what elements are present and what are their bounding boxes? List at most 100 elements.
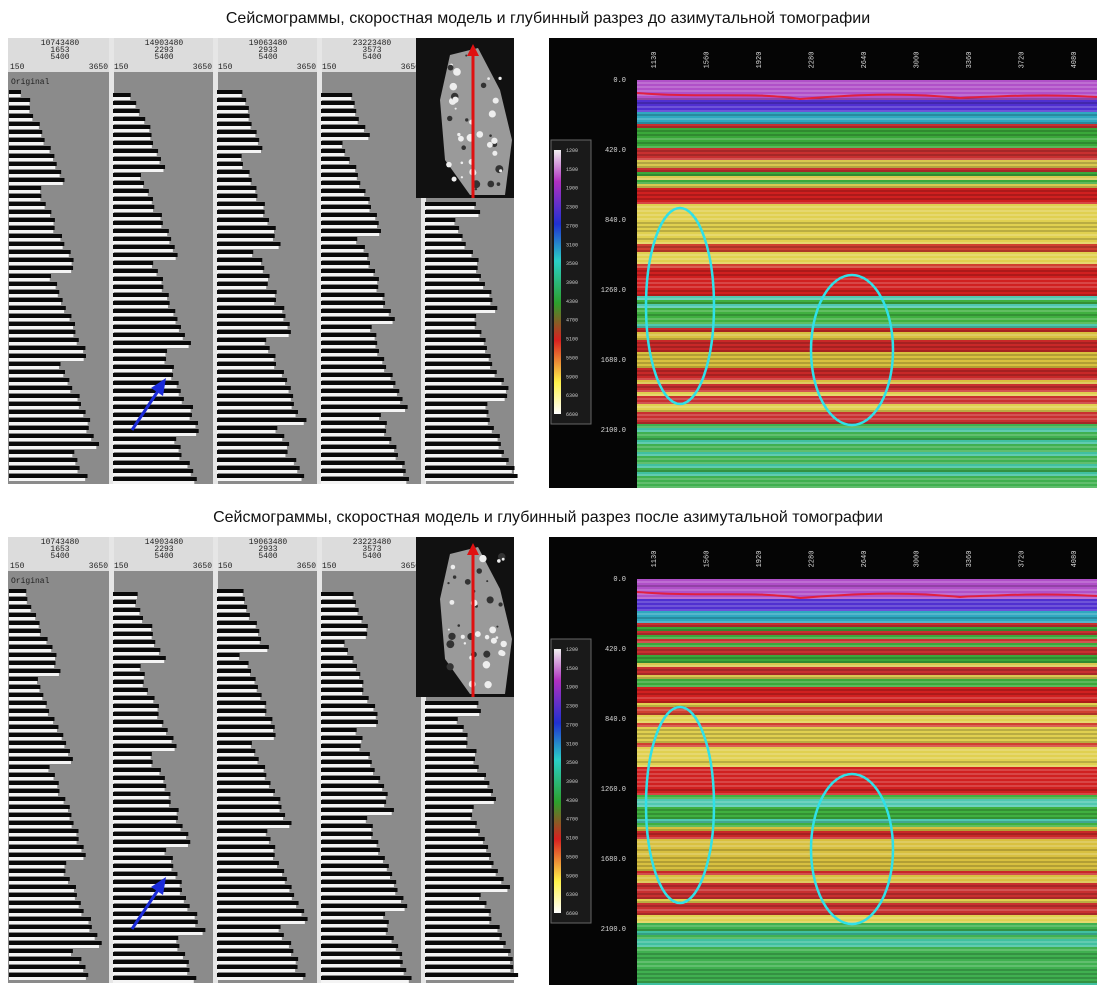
reflector [637,681,1097,683]
trace-trough [217,246,279,249]
trace-trough [321,201,369,204]
trace-peak [425,821,477,825]
velocity-layer [637,979,1097,983]
velocity-layer [637,368,1097,372]
reflector [637,470,1097,472]
velocity-layer [637,807,1097,811]
reflector [637,342,1097,344]
trace-trough [9,254,69,257]
trace-trough [425,937,500,940]
trace-trough [425,454,502,457]
trace-peak [113,133,152,137]
trace-peak [321,936,394,940]
trace-peak [113,357,167,361]
offset-start: 150 [322,562,337,571]
inset-texture [461,145,466,150]
trace-peak [425,282,485,286]
reflector [637,837,1097,839]
trace-trough [113,884,180,887]
trace-trough [321,956,400,959]
reflector [637,785,1097,787]
trace-peak [113,608,141,612]
trace-peak [9,725,59,729]
trace-peak [217,330,291,334]
trace-trough [9,969,84,972]
trace-peak [217,186,257,190]
trace-peak [9,773,55,777]
trace-peak [113,864,174,868]
trace-peak [9,757,73,761]
trace-peak [113,928,206,932]
trace-trough [321,321,393,324]
trace-trough [113,676,144,679]
reflector [637,218,1097,220]
reflector [637,474,1097,476]
trace-trough [217,382,285,385]
trace-trough [113,948,178,951]
trace-trough [425,302,491,305]
velocity-layer [637,244,1097,248]
trace-peak [113,205,155,209]
trace-peak [321,944,399,948]
trace-trough [321,972,404,975]
velocity-layer [637,316,1097,320]
reflector [637,881,1097,883]
trace-peak [9,394,80,398]
velocity-layer [637,711,1097,715]
trace-peak [113,381,179,385]
trace-trough [113,345,189,348]
velocity-layer [637,172,1097,176]
trace-peak [113,896,186,900]
trace-peak [425,394,508,398]
trace-peak [217,442,290,446]
trace-peak [9,194,42,198]
velocity-layer [637,779,1097,783]
reflector [637,110,1097,112]
trace-peak [113,768,161,772]
trace-trough [217,929,279,932]
colorbar-label: 4700 [566,318,578,324]
velocity-layer [637,484,1097,488]
trace-peak [113,824,183,828]
trace-peak [425,242,466,246]
trace-peak [425,210,481,214]
gather-header: 2293 [154,545,173,554]
trace-peak [9,466,80,470]
velocity-layer [637,851,1097,855]
reflector [637,581,1097,583]
trace-trough [425,278,480,281]
colorbar-label: 5100 [566,337,578,343]
trace-peak [9,402,81,406]
trace-trough [321,433,385,436]
trace-peak [425,306,498,310]
gather-header: 19063480 [249,39,288,48]
trace-trough [425,422,488,425]
trace-peak [321,381,396,385]
trace-trough [217,689,257,692]
inset-texture [484,634,490,640]
trace-peak [425,805,474,809]
y-label: 840.0 [605,217,626,225]
trace-trough [9,470,78,473]
trace-peak [425,290,492,294]
trace-trough [217,825,290,828]
trace-trough [113,177,141,180]
trace-trough [9,166,56,169]
reflector [637,362,1097,364]
annotation-arrow-head [151,378,166,396]
trace-peak [321,952,403,956]
reflector [637,665,1097,667]
trace-peak [425,885,510,889]
trace-trough [113,129,150,132]
trace-trough [113,481,195,484]
trace-trough [113,980,194,983]
trace-trough [321,596,353,599]
trace-trough [9,825,72,828]
trace-peak [321,736,363,740]
trace-peak [9,677,38,681]
trace-peak [321,141,343,145]
trace-peak [321,928,388,932]
trace-peak [113,365,174,369]
offset-start: 150 [10,63,25,72]
velocity-layer [637,220,1097,224]
